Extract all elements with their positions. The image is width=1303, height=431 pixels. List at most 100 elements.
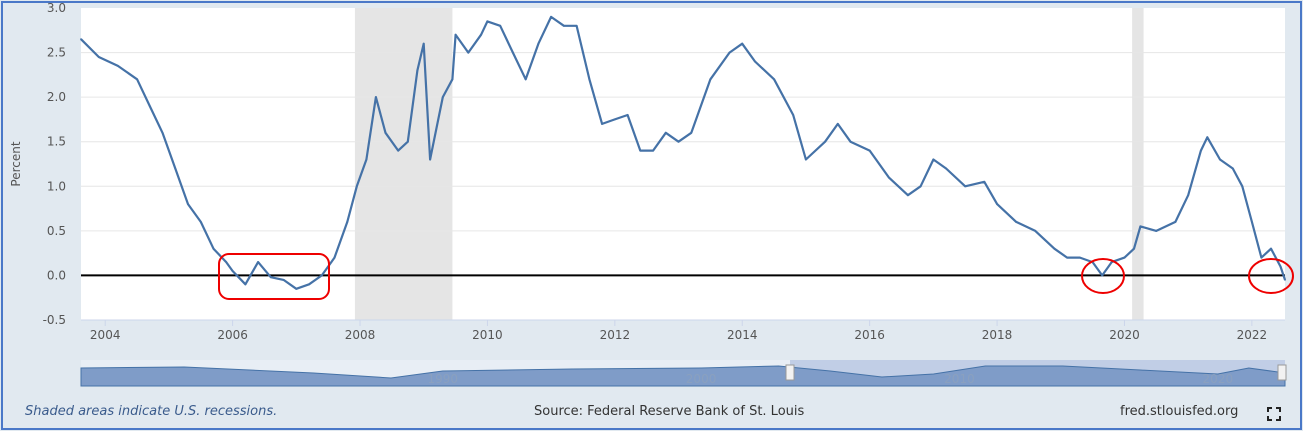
data-point	[1250, 221, 1253, 223]
recession-note: Shaded areas indicate U.S. recessions.	[25, 404, 278, 419]
data-point	[805, 158, 807, 161]
data-point	[1101, 274, 1104, 277]
data-point	[1015, 221, 1018, 223]
data-point	[996, 203, 998, 206]
data-point	[1174, 221, 1177, 223]
y-axis-label: Percent	[9, 141, 23, 186]
y-tick-label: 0.0	[47, 268, 66, 282]
data-point	[148, 105, 151, 107]
navigator-label: 2020	[1203, 372, 1234, 386]
data-point	[1200, 149, 1202, 152]
fullscreen-icon[interactable]	[1267, 407, 1281, 421]
data-point	[588, 78, 591, 81]
data-point	[741, 42, 744, 45]
x-tick-label: 2004	[90, 328, 121, 342]
navigator-series	[80, 365, 1286, 387]
data-point	[397, 149, 400, 152]
site-link[interactable]: fred.stlouisfed.org	[1120, 404, 1239, 419]
data-point	[1284, 278, 1286, 281]
y-tick-label: 1.0	[47, 179, 66, 193]
data-point	[244, 283, 247, 286]
y-tick-label: 2.0	[47, 90, 66, 104]
data-point	[677, 140, 680, 143]
data-point	[346, 221, 349, 223]
navigator-label: 2010	[944, 372, 975, 386]
navigator-label: 1990	[427, 372, 458, 386]
data-point	[486, 20, 489, 23]
data-point	[524, 78, 527, 81]
data-point	[480, 33, 482, 36]
data-point	[1078, 256, 1081, 259]
data-point	[932, 158, 935, 161]
data-point	[454, 33, 457, 36]
data-point	[690, 131, 693, 134]
data-point	[467, 51, 470, 54]
data-point	[333, 256, 336, 259]
x-tick-label: 2020	[1109, 328, 1140, 342]
data-point	[1123, 256, 1126, 259]
x-tick-label: 2018	[982, 328, 1013, 342]
data-point	[441, 96, 444, 99]
y-tick-label: 1.5	[47, 135, 66, 149]
y-tick-label: 2.5	[47, 46, 66, 60]
data-point	[1133, 247, 1135, 250]
data-point	[97, 56, 100, 58]
data-point	[1139, 225, 1142, 228]
data-point	[537, 42, 540, 45]
data-point	[849, 140, 852, 143]
recession-band	[1132, 8, 1144, 320]
navigator-label: 2000	[686, 372, 717, 386]
data-point	[664, 131, 667, 134]
x-tick-label: 2010	[472, 328, 503, 342]
data-point	[80, 38, 82, 41]
data-point	[887, 176, 890, 179]
data-point	[575, 24, 578, 27]
data-point	[1053, 247, 1056, 250]
data-point	[550, 16, 553, 18]
data-point	[754, 60, 756, 63]
data-point	[613, 118, 616, 121]
data-point	[709, 78, 712, 81]
data-point	[117, 65, 119, 67]
y-tick-label: 3.0	[47, 1, 66, 15]
data-point	[1219, 158, 1221, 161]
annotation-circle	[1248, 258, 1294, 294]
data-point	[429, 158, 431, 161]
data-point	[1155, 229, 1158, 232]
x-tick-label: 2008	[345, 328, 376, 342]
x-tick-label: 2014	[727, 328, 758, 342]
data-point	[231, 270, 234, 272]
recession-band	[354, 8, 453, 320]
data-point	[1241, 185, 1244, 188]
data-point	[824, 140, 826, 143]
data-point	[225, 261, 228, 263]
data-point	[562, 24, 565, 27]
data-point	[626, 114, 629, 116]
data-point	[728, 51, 731, 54]
data-point	[964, 185, 967, 188]
navigator-handle[interactable]	[785, 364, 795, 381]
y-tick-label: -0.5	[43, 313, 66, 327]
data-point	[406, 140, 409, 143]
annotation-circle	[1081, 258, 1125, 294]
data-point	[375, 96, 377, 99]
data-point	[601, 122, 603, 125]
x-tick-label: 2022	[1237, 328, 1268, 342]
data-point	[384, 131, 387, 134]
data-point	[1260, 256, 1263, 259]
data-point	[652, 149, 654, 152]
data-point	[365, 158, 368, 161]
data-point	[868, 149, 871, 152]
data-point	[906, 194, 909, 197]
data-point	[451, 78, 454, 81]
data-point	[773, 78, 775, 81]
data-point	[1034, 229, 1037, 232]
data-point	[308, 283, 310, 286]
data-point	[295, 287, 298, 290]
data-point	[187, 203, 189, 206]
data-point	[512, 51, 514, 54]
navigator-handle[interactable]	[1277, 364, 1287, 381]
x-tick-label: 2012	[600, 328, 631, 342]
data-point	[1187, 194, 1190, 197]
